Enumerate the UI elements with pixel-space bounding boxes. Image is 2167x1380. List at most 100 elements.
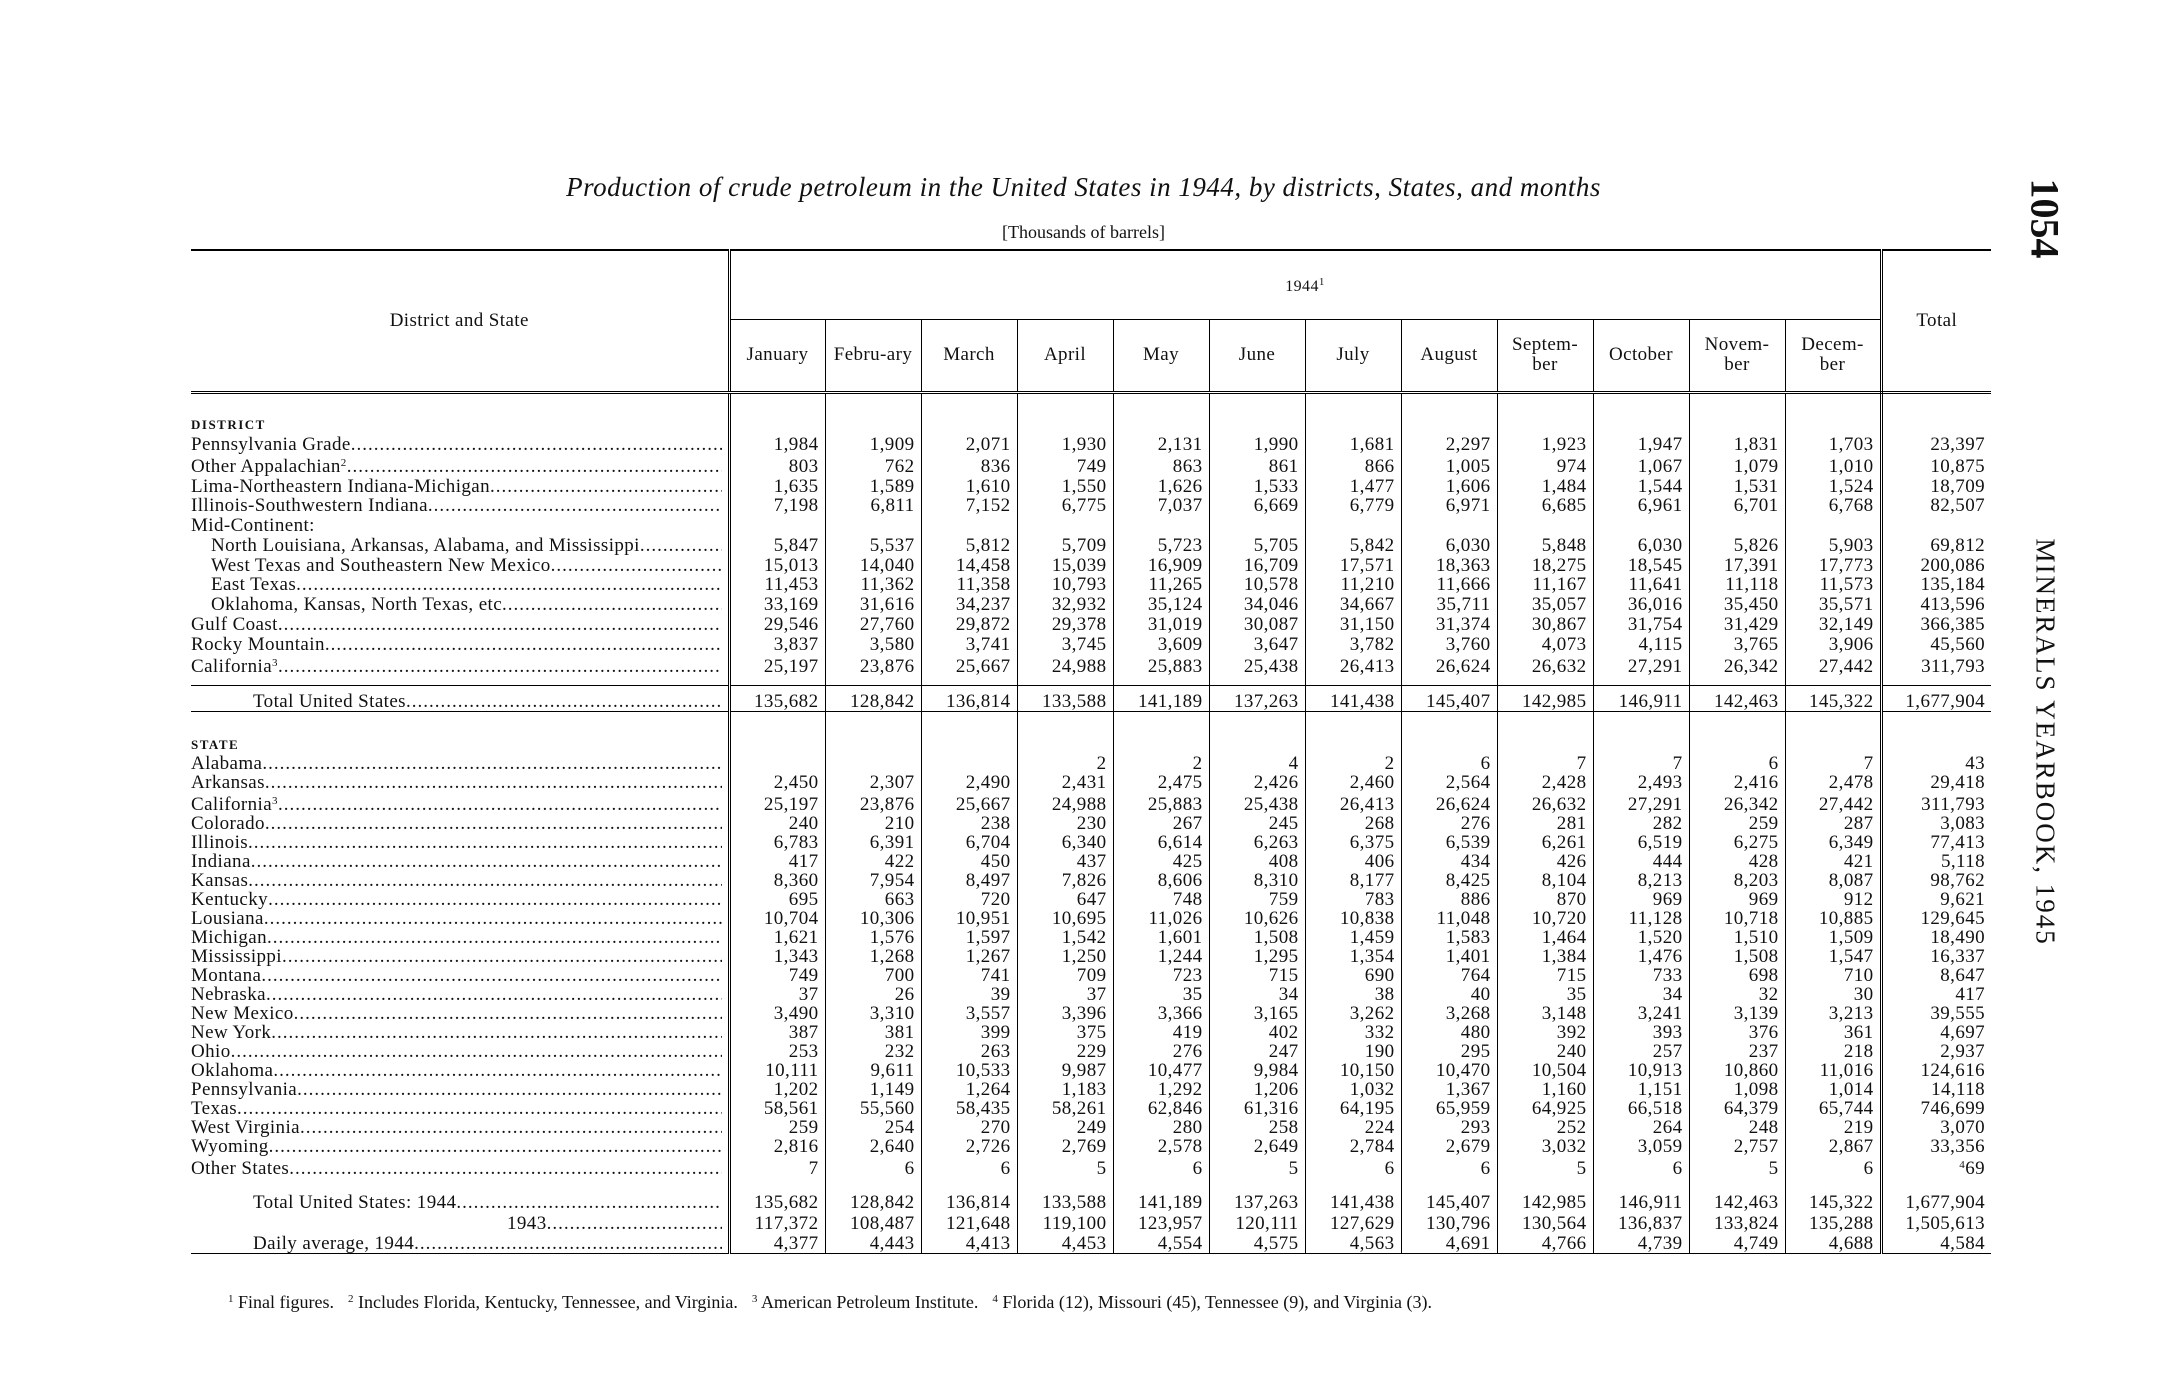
leader-dots [248,871,721,890]
label: Michigan [191,927,268,947]
value-cell: 4,766 [1496,1232,1593,1253]
value-cell: 218 [1784,1041,1882,1061]
empty-cell [1592,1177,1689,1192]
value-cell: 886 [1400,889,1497,909]
value-cell: 3,741 [920,633,1017,654]
value-cell: 268 [1304,813,1401,833]
value-cell: 1,292 [1112,1079,1209,1099]
label: Lima-Northeastern Indiana-Michigan [191,475,491,496]
table-row: Illinois6,7836,3916,7046,3406,6146,2636,… [191,832,1992,852]
value-cell: 11,358 [920,574,1017,595]
value-cell: 30 [1784,984,1882,1004]
value-cell: 145,322 [1784,1191,1882,1212]
row-label: Gulf Coast [191,614,729,634]
section-heading-row: DISTRICT [191,392,1992,434]
value-cell: 6 [1400,753,1497,773]
label-text: East Texas [211,575,296,594]
value-cell: 11,641 [1592,574,1689,595]
label-text: Arkansas [191,773,265,792]
value-cell: 10,695 [1016,908,1113,928]
value-cell: 863 [1112,453,1209,476]
value-cell: 6,685 [1496,495,1593,516]
value-cell: 1,520 [1592,927,1689,947]
value-cell: 480 [1400,1022,1497,1042]
empty-cell [1112,723,1209,754]
value-cell: 974 [1496,453,1593,476]
empty-cell [1112,392,1209,434]
value-cell: 145,322 [1784,685,1882,712]
value-cell: 5,537 [824,535,921,555]
label-text: Alabama [191,754,262,773]
row-label: Total United States: 1944 [191,1192,729,1212]
label-text: Texas [191,1099,237,1118]
label-box: Other Appalachian2 [191,454,722,476]
value-cell: 31,616 [824,594,921,614]
leader-dots [300,1118,722,1137]
row-label: Illinois [191,833,729,852]
value-cell: 1,202 [727,1079,825,1099]
value-cell: 1,459 [1304,927,1401,947]
leader-dots [278,615,722,634]
value-cell: 141,189 [1112,685,1209,712]
empty-cell [920,515,1017,535]
value-cell: 27,442 [1784,653,1882,676]
value-cell: 1,295 [1208,946,1305,966]
value-cell: 3,580 [824,633,921,654]
label-box: Kentucky [191,890,722,909]
value-cell: 25,883 [1112,653,1209,676]
value-cell: 258 [1208,1117,1305,1137]
label: Other States [191,1157,290,1178]
leader-dots [237,1099,721,1118]
value-cell: 8,425 [1400,870,1497,890]
value-cell: 7 [1592,753,1689,773]
total-value: 2,937 [1940,1041,1986,1061]
footnotes: 1 Final figures. 2 Includes Florida, Kent… [228,1292,1446,1313]
empty-cell [1879,1177,1992,1192]
value-cell: 3,310 [824,1003,921,1023]
spacer-row [191,675,1992,686]
total-header: Total [1879,250,1992,394]
value-cell: 7 [1784,753,1882,773]
empty-cell [1592,675,1689,686]
empty-cell [1784,711,1882,724]
value-cell: 3,213 [1784,1003,1882,1023]
value-cell: 16,909 [1112,554,1209,575]
value-cell: 249 [1016,1117,1113,1137]
value-cell: 6 [1784,1155,1882,1178]
value-cell: 254 [824,1117,921,1137]
empty-cell [920,753,1017,773]
footnote-mark: 4 [992,1293,998,1305]
value-cell: 6 [1400,1155,1497,1178]
empty-cell [824,515,921,535]
value-cell: 8,360 [727,870,825,890]
value-cell: 1,621 [727,927,825,947]
value-cell: 32 [1688,984,1785,1004]
total-value: 3,083 [1940,813,1986,833]
value-cell: 1,550 [1016,475,1113,496]
label: Other Appalachian [191,455,341,476]
label: Oklahoma [191,1060,274,1080]
value-cell: 31,374 [1400,614,1497,634]
label-text: California3 [191,654,278,676]
value-cell: 1,508 [1688,946,1785,966]
value-cell: 142,463 [1688,1191,1785,1212]
leader-dots [547,1214,722,1233]
empty-cell [1592,711,1689,724]
leader-dots [289,1159,721,1178]
value-cell: 10,504 [1496,1060,1593,1080]
label-text: Oklahoma [191,1061,273,1080]
value-cell: 1,267 [920,946,1017,966]
leader-dots [262,754,721,773]
leader-dots [268,890,721,909]
empty-cell [1208,1177,1305,1192]
value-cell: 27,291 [1592,791,1689,814]
label: California [191,793,273,814]
value-cell: 11,265 [1112,574,1209,595]
label: Illinois-Southwestern Indiana [191,495,428,516]
value-cell: 5,723 [1112,535,1209,555]
value-cell: 29,378 [1016,614,1113,634]
value-cell: 29,872 [920,614,1017,634]
value-cell: 137,263 [1208,685,1305,712]
total-cell: 23,397 [1879,434,1992,454]
value-cell: 34 [1208,984,1305,1004]
